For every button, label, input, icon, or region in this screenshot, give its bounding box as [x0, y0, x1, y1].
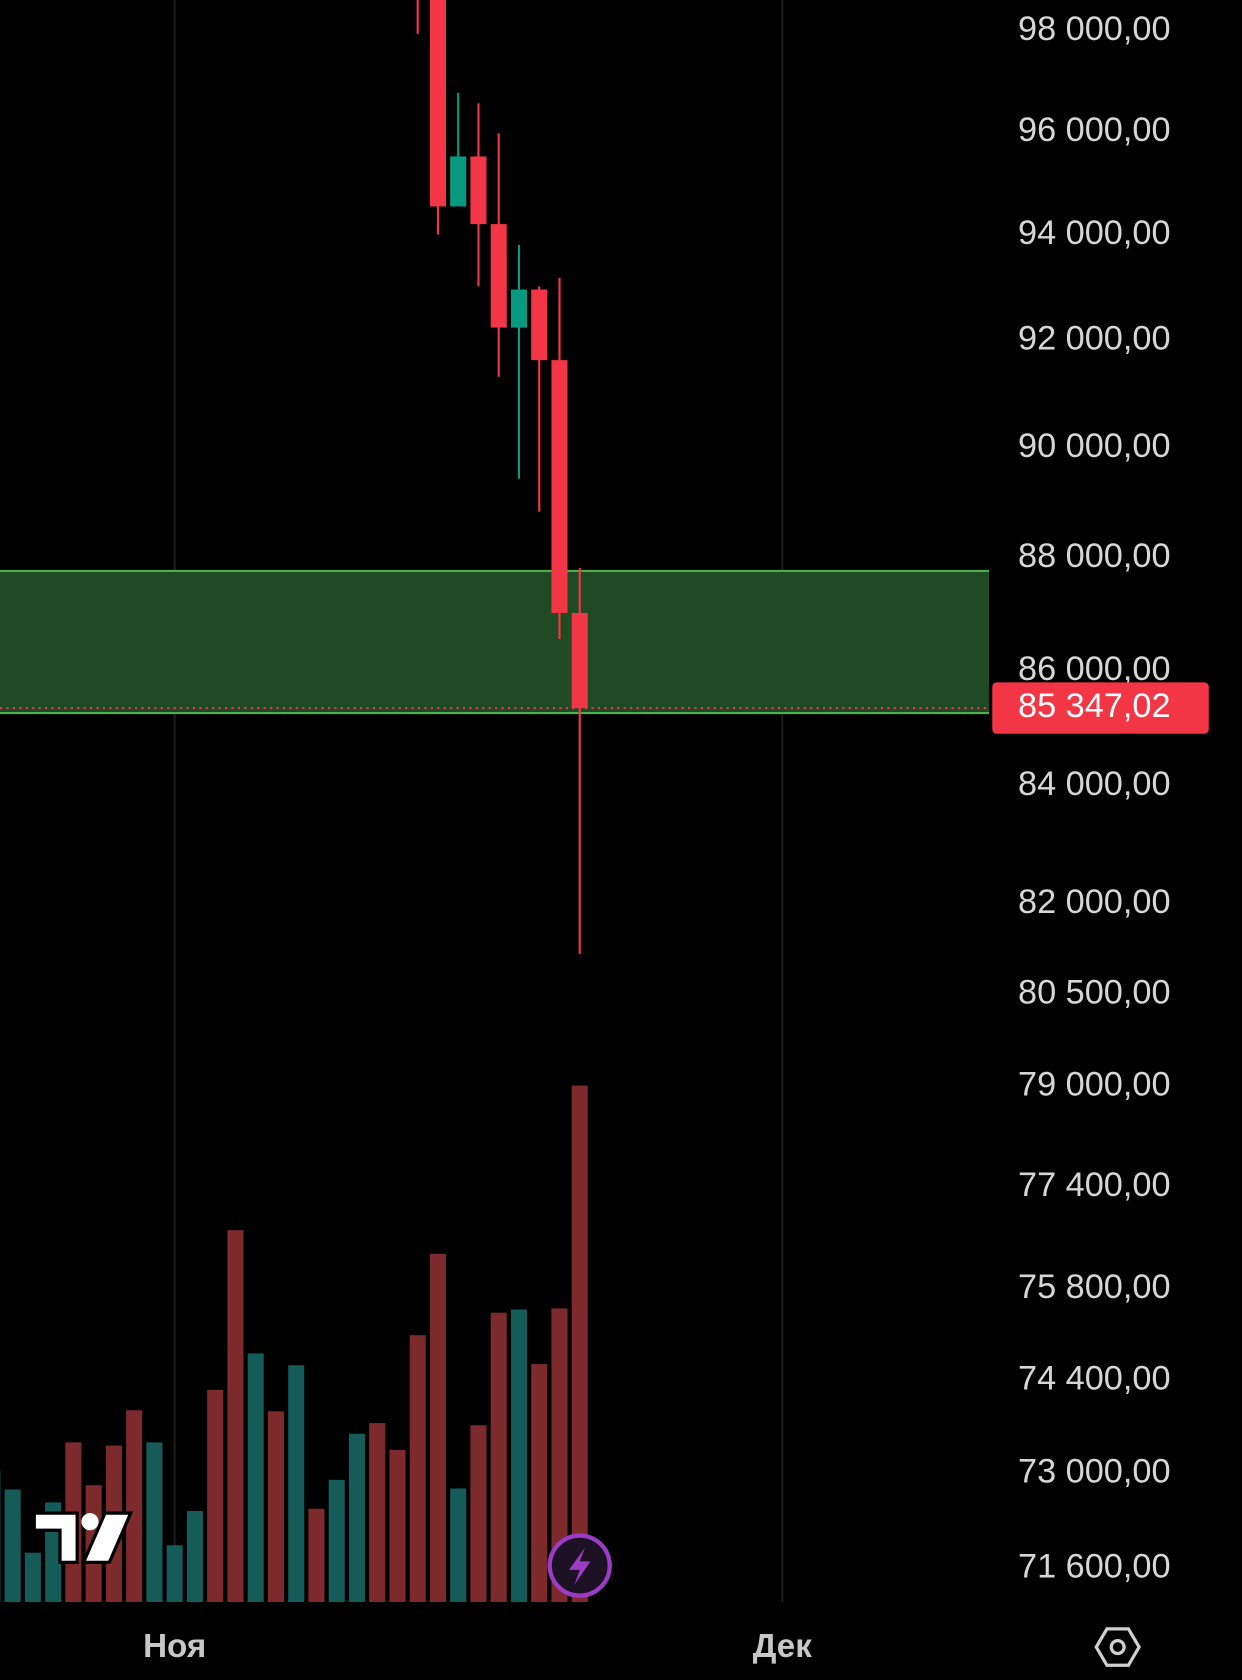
candle-body: [551, 360, 568, 613]
volume-bar: [186, 1510, 203, 1603]
y-tick-label: 96 000,00: [1018, 111, 1171, 149]
y-tick-label: 90 000,00: [1018, 427, 1171, 465]
volume-bar: [126, 1410, 143, 1603]
candle-body: [490, 224, 507, 328]
volume-bar: [4, 1489, 21, 1603]
volume-bar: [510, 1309, 528, 1603]
volume-bar: [288, 1365, 305, 1603]
volume-bar: [450, 1488, 467, 1603]
last-price-box: [992, 682, 1209, 734]
y-tick-label: 80 500,00: [1018, 974, 1171, 1012]
grid: [173, 0, 784, 1603]
volume-bar: [389, 1449, 406, 1603]
volume-bar: [470, 1425, 487, 1603]
volume-bar: [247, 1353, 264, 1603]
y-tick-label: 84 000,00: [1018, 765, 1171, 803]
candle-body: [450, 156, 467, 207]
last-price-label: 85 347,02: [1018, 687, 1171, 725]
candle-layer: [416, 0, 588, 954]
logo: [32, 1511, 134, 1565]
x-tick-label: Ноя: [143, 1628, 206, 1665]
y-tick-label: 88 000,00: [1018, 537, 1171, 575]
candle-body: [571, 612, 588, 709]
y-tick-label: 98 000,00: [1018, 10, 1171, 48]
volume-bar: [146, 1442, 163, 1603]
volume-bar: [166, 1545, 183, 1603]
volume-bar: [227, 1230, 244, 1603]
volume-bar: [571, 1085, 588, 1603]
volume-bar: [551, 1308, 568, 1603]
y-tick-label: 71 600,00: [1018, 1547, 1171, 1585]
volume-bar: [24, 1552, 41, 1603]
volume-bar: [308, 1508, 325, 1603]
y-tick-label: 79 000,00: [1018, 1066, 1171, 1104]
volume-bar: [531, 1364, 548, 1603]
y-tick-label: 92 000,00: [1018, 319, 1171, 357]
candle-body: [429, 0, 446, 207]
settings-button[interactable]: [1094, 1627, 1141, 1667]
candle-body: [470, 156, 487, 225]
volume-bar: [490, 1312, 507, 1603]
y-tick-label: 74 400,00: [1018, 1360, 1171, 1398]
lightning-button[interactable]: [547, 1533, 612, 1598]
volume-bar: [409, 1335, 426, 1603]
volume-bar: [207, 1389, 224, 1603]
y-tick-label: 77 400,00: [1018, 1166, 1171, 1204]
y-tick-label: 94 000,00: [1018, 214, 1171, 252]
x-axis: Ноя Дек: [143, 1628, 812, 1665]
zone: [0, 570, 990, 714]
candle-body: [531, 289, 548, 361]
x-tick-label: Дек: [753, 1628, 813, 1665]
candle-body: [510, 289, 528, 328]
y-tick-label: 75 800,00: [1018, 1268, 1171, 1306]
volume-bar: [369, 1423, 386, 1603]
volume-bar: [267, 1411, 284, 1603]
zone-layer: [0, 569, 990, 715]
y-axis: 98 000,00 96 000,00 94 000,00 92 000,00 90 0…: [0, 10, 1209, 1585]
chart-root: 98 000,00 96 000,00 94 000,00 92 000,00 90 0…: [0, 0, 1209, 1667]
y-tick-label: 86 000,00: [1018, 650, 1171, 688]
y-tick-label: 73 000,00: [1018, 1453, 1171, 1491]
volume-bar: [348, 1433, 365, 1603]
y-tick-label: 82 000,00: [1018, 883, 1171, 921]
volume-layer: [0, 1085, 588, 1603]
volume-bar: [328, 1479, 345, 1603]
volume-bar: [429, 1253, 446, 1603]
